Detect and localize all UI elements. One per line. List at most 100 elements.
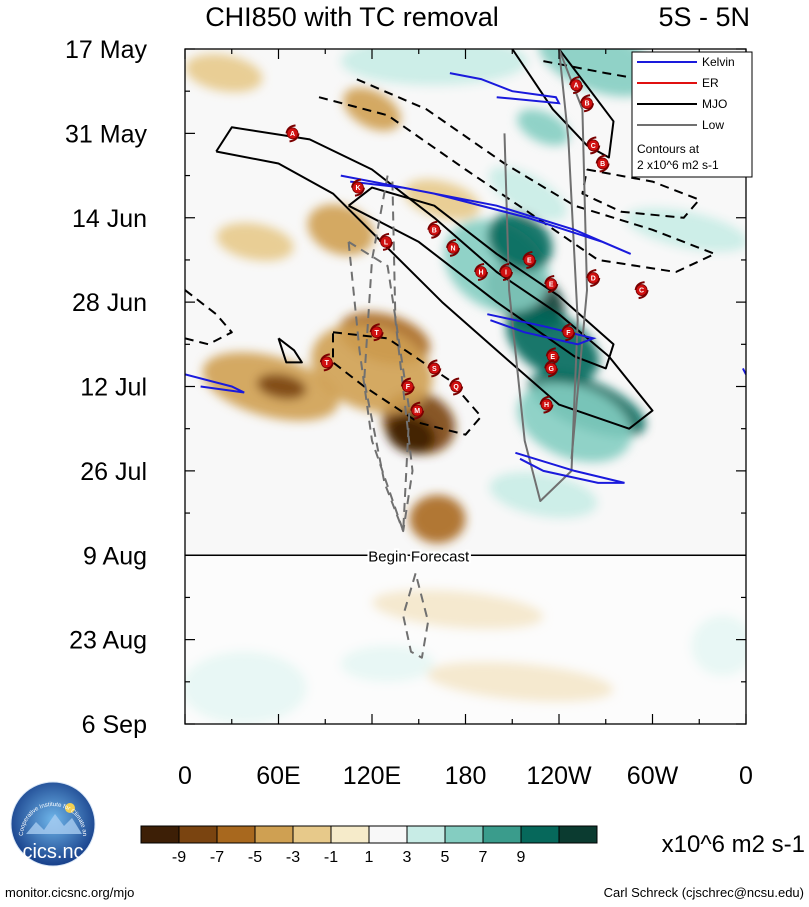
- y-axis-labels: 17 May 31 May 14 Jun 28 Jun 12 Jul 26 Jul 9 Au…: [65, 36, 147, 739]
- colorbar-box: [482, 825, 522, 844]
- colorbar-label: 9: [517, 849, 526, 866]
- colorbar-box: [178, 825, 218, 844]
- colorbar-label: -3: [286, 849, 300, 866]
- colorbar-label: 5: [441, 849, 450, 866]
- storm-marker: E: [522, 250, 537, 269]
- storm-marker: C: [586, 136, 601, 155]
- storm-letter: B: [600, 161, 605, 168]
- colorbar-box: [140, 825, 180, 844]
- storm-body: [546, 350, 559, 363]
- mjo-contour: [215, 126, 654, 430]
- storm-body: [352, 181, 364, 194]
- low-contour: [558, 49, 588, 459]
- anomaly-blob: [489, 472, 598, 518]
- colorbar-label: 3: [403, 849, 412, 866]
- storm-body: [581, 97, 593, 110]
- storm-letter: B: [432, 227, 437, 234]
- anomaly-blob: [517, 109, 570, 146]
- storm-letter: A: [574, 83, 579, 90]
- mjo-contour: [511, 49, 615, 159]
- colorbar: -9 -7 -5 -3 -1 1 3 5 7 9 x10^6 m2 s-1: [140, 825, 805, 866]
- y-tick-label: 9 Aug: [83, 542, 147, 570]
- storm-letter: E: [527, 257, 532, 264]
- anomaly-blob: [538, 49, 658, 97]
- anomaly-blob: [625, 207, 746, 252]
- storm-body: [596, 157, 609, 170]
- storm-marker: D: [586, 269, 601, 288]
- colorbar-box: [444, 825, 484, 844]
- x-tick-label: 60E: [256, 762, 300, 790]
- storm-marker: A: [285, 124, 300, 143]
- storm-body: [475, 266, 487, 278]
- storm-marker: K: [350, 178, 365, 197]
- right-credit: Carl Schreck (cjschrec@ncsu.edu): [604, 885, 804, 900]
- colorbar-label: -9: [172, 849, 186, 866]
- colorbar-box: [216, 825, 256, 844]
- colorbar-box: [292, 825, 332, 844]
- x-tick-label: 120E: [343, 762, 401, 790]
- colorbar-units: x10^6 m2 s-1: [662, 831, 805, 858]
- storm-body: [540, 398, 553, 411]
- colorbar-label: -5: [248, 849, 262, 866]
- storm-body: [401, 380, 414, 393]
- legend-label: Low: [702, 118, 724, 132]
- colorbar-box: [368, 825, 408, 844]
- logo-sun: [65, 803, 75, 813]
- region-label: 5S - 5N: [658, 2, 750, 32]
- kelvin-contour: [515, 451, 625, 484]
- legend-box: [631, 51, 753, 178]
- low-contour: [503, 49, 579, 502]
- colorbar-label: -1: [324, 849, 338, 866]
- storm-marker: T: [319, 353, 334, 372]
- storm-marker: B: [427, 220, 442, 239]
- storm-body: [320, 356, 333, 369]
- storm-body: [286, 127, 299, 140]
- line-legend: Kelvin ER MJO Low Contours at 2 x10^6 m2 s-…: [631, 51, 753, 178]
- storm-letter: C: [591, 143, 596, 150]
- storm-body: [570, 79, 583, 92]
- storm-body: [380, 235, 392, 248]
- anomaly-blob: [311, 323, 433, 413]
- x-tick-label: 60W: [627, 762, 679, 790]
- storm-letter: E: [550, 354, 555, 361]
- y-tick-label: 12 Jul: [80, 374, 147, 402]
- y-tick-label: 31 May: [65, 120, 147, 148]
- colorbar-box: [406, 825, 446, 844]
- colorbar-box: [330, 825, 370, 844]
- y-tick-label: 23 Aug: [69, 627, 147, 655]
- anomaly-blob: [343, 87, 401, 131]
- anomaly-blob: [386, 415, 436, 454]
- storm-letter: S: [432, 366, 437, 373]
- storm-letter: T: [325, 360, 330, 367]
- storm-marker: M: [410, 401, 425, 420]
- y-tick-label: 28 Jun: [72, 289, 147, 317]
- storm-marker: H: [539, 395, 554, 414]
- storm-letter: F: [566, 330, 571, 337]
- storm-body: [428, 223, 441, 236]
- mjo-contour: [347, 186, 615, 370]
- storm-marker: S: [427, 359, 442, 378]
- storm-marker: B: [580, 94, 595, 113]
- legend-note-line1: Contours at: [637, 142, 700, 156]
- storm-marker: H: [474, 262, 489, 281]
- storm-body: [500, 266, 512, 278]
- storm-letter: M: [414, 408, 420, 415]
- storm-letter: B: [585, 101, 590, 108]
- storm-letter: I: [505, 269, 507, 276]
- colorbar-box: [254, 825, 294, 844]
- kelvin-layer: [185, 72, 746, 484]
- storm-body: [450, 380, 463, 393]
- storm-letter: K: [355, 185, 360, 192]
- legend-label: MJO: [702, 97, 727, 111]
- storm-marker: F: [561, 323, 576, 342]
- low-contour: [402, 573, 430, 659]
- storm-letter: H: [544, 402, 549, 409]
- colorbar-box: [558, 825, 598, 844]
- storm-marker: L: [379, 232, 394, 251]
- storm-body: [545, 362, 558, 375]
- storm-marker: F: [400, 377, 415, 396]
- low-contour: [347, 241, 411, 533]
- anomaly-blob: [409, 494, 466, 544]
- storm-body: [428, 362, 441, 375]
